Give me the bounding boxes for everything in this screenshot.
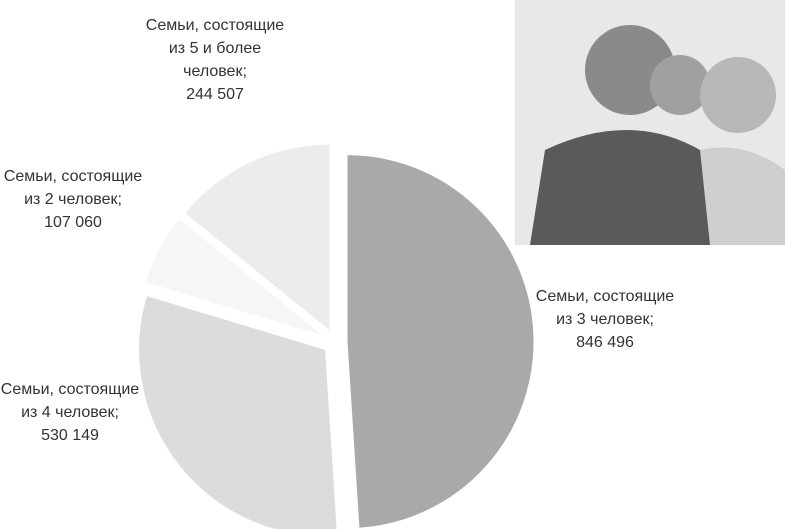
- value-label: 244 507: [186, 86, 244, 103]
- slice-label: Семьи, состоящие из 5 и более человек; 24…: [140, 14, 290, 106]
- value-label: 107 060: [44, 214, 102, 231]
- pie-slice: [183, 143, 331, 333]
- pie-slice: [346, 154, 535, 529]
- slice-label: Семьи, состоящие из 2 человек; 107 060: [0, 165, 148, 234]
- category-label: Семьи, состоящие из 2 человек;: [3, 168, 143, 208]
- value-label: 530 149: [41, 427, 99, 444]
- pie-slice: [138, 294, 338, 529]
- slice-label: Семьи, состоящие из 3 человек; 846 496: [530, 285, 680, 354]
- slice-label: Семьи, состоящие из 4 человек; 530 149: [0, 378, 145, 447]
- pie-slice: [144, 217, 325, 337]
- category-label: Семьи, состоящие из 4 человек;: [0, 381, 140, 421]
- photo: [515, 0, 785, 245]
- value-label: 846 496: [576, 334, 634, 351]
- category-label: Семьи, состоящие из 3 человек;: [535, 288, 675, 328]
- category-label: Семьи, состоящие из 5 и более человек;: [145, 17, 285, 80]
